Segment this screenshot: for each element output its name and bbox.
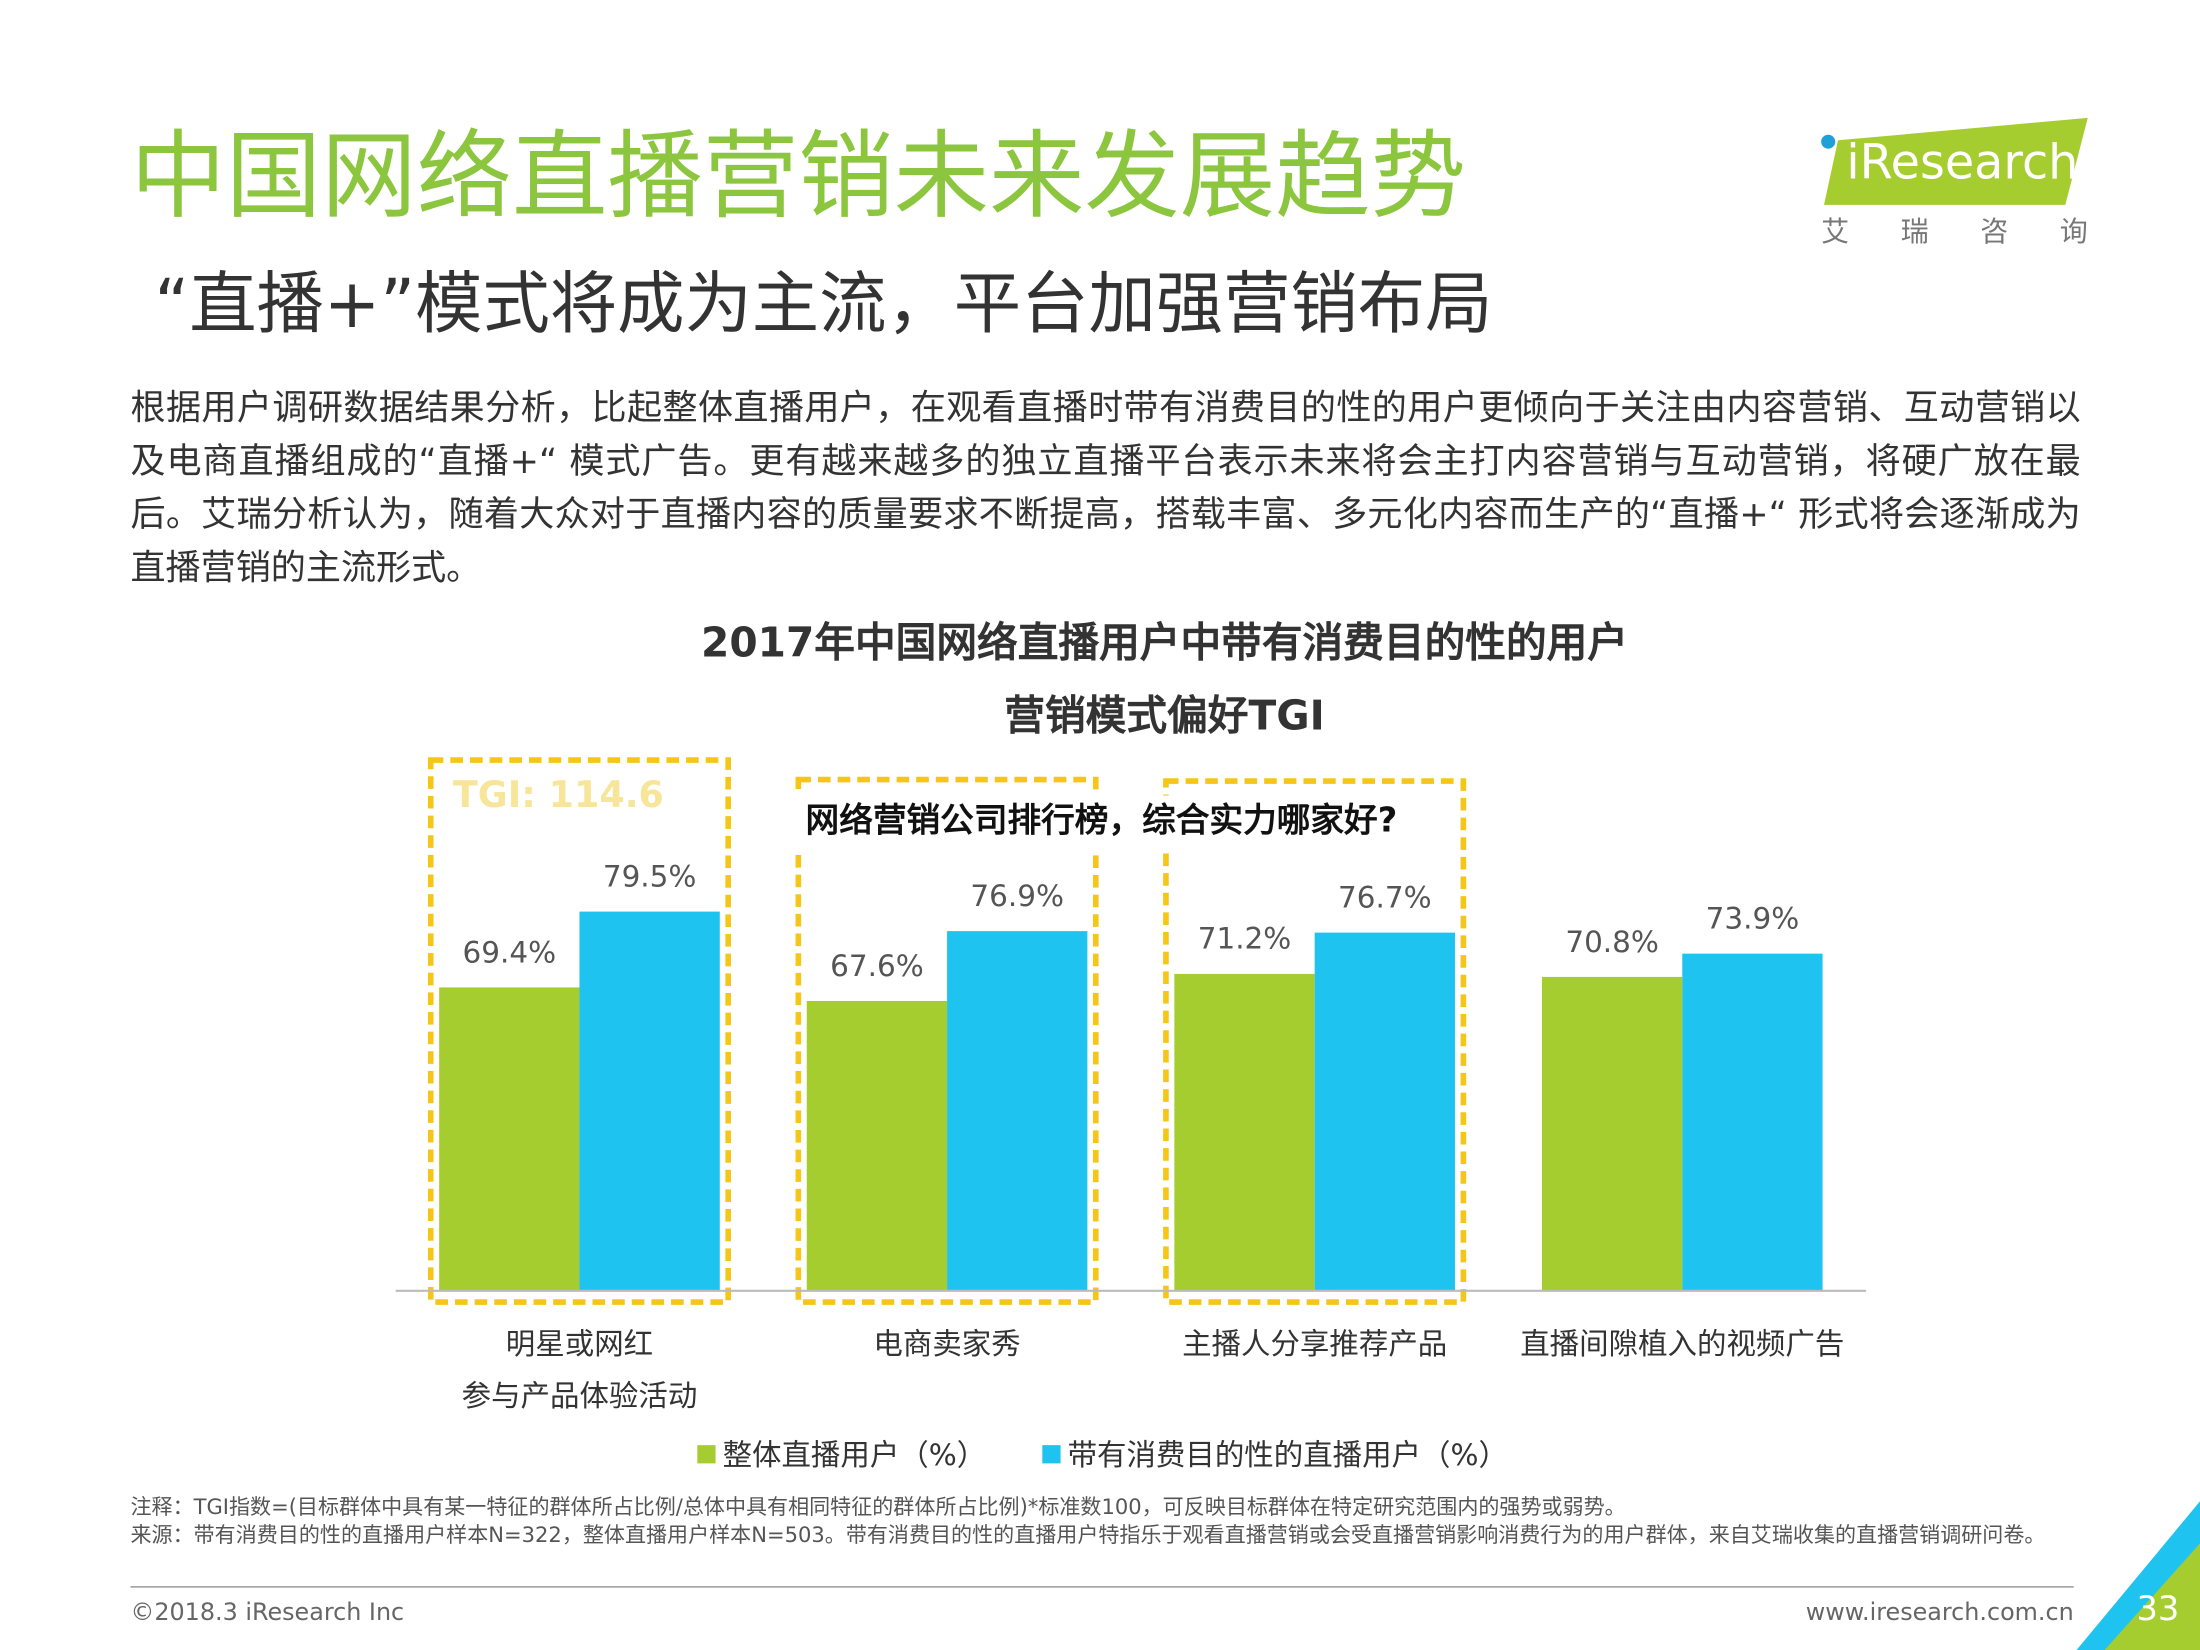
category-label: 电商卖家秀 [873, 1327, 1021, 1361]
legend-label: 带有消费目的性的直播用户（%） [1068, 1438, 1508, 1472]
chart: 69.4% 79.5% 明星或网红 参与产品体验活动 67.6% 76.9% 电商卖家秀 7… [395, 757, 1867, 1472]
highlight-box [427, 757, 731, 1305]
value-label: 79.5% [603, 859, 697, 893]
logo-shape [1823, 117, 2088, 205]
value-label: 70.8% [1565, 925, 1659, 959]
value-label: 69.4% [463, 935, 557, 969]
tgi-annotation: TGI: 114.6 [453, 773, 664, 816]
url: www.iresearch.com.cn [1806, 1598, 2074, 1626]
logo-dot [1821, 134, 1836, 149]
value-label: 76.7% [1338, 880, 1432, 914]
category-label: 直播间隙植入的视频广告 [1520, 1327, 1845, 1361]
value-label: 73.9% [1706, 901, 1800, 935]
body-box: 根据用户调研数据结果分析，比起整体直播用户，在观看直播时带有消费目的性的用户更倾… [130, 387, 2081, 588]
note: 来源：带有消费目的性的直播用户样本N=322，整体直播用户样本N=503。带有消… [130, 1522, 2046, 1548]
bar [1314, 932, 1455, 1291]
note: 注释：TGI指数=(目标群体中具有某一特征的群体所占比例/总体中具有相同特征的群… [130, 1494, 1626, 1520]
body-text: 根据用户调研数据结果分析，比起整体直播用户，在观看直播时带有消费目的性的用户更倾… [130, 387, 2081, 588]
bar [579, 911, 720, 1291]
value-label: 76.9% [970, 879, 1064, 913]
copyright: ©2018.3 iResearch Inc [130, 1598, 404, 1626]
overlay-text: 网络营销公司排行榜，综合实力哪家好? [806, 801, 1398, 840]
highlight-box [795, 776, 1099, 1305]
highlight-box [1163, 778, 1467, 1305]
notes: 注释：TGI指数=(目标群体中具有某一特征的群体所占比例/总体中具有相同特征的群… [130, 1493, 2094, 1549]
category-label-box: 主播人分享推荐产品 [1182, 1327, 1448, 1361]
category-label-box: 明星或网红 参与产品体验活动 [461, 1327, 698, 1413]
category-label: 主播人分享推荐产品 [1182, 1327, 1448, 1361]
bar [947, 931, 1088, 1291]
overlay-bg [764, 795, 1439, 849]
corner-green [2104, 1543, 2200, 1650]
category-label-box: 直播间隙植入的视频广告 [1520, 1327, 1845, 1361]
legend-swatch [697, 1445, 716, 1464]
bar [1174, 973, 1315, 1291]
bar [439, 987, 580, 1291]
subtitle: “直播+”模式将成为主流，平台加强营销布局 [154, 264, 1492, 343]
page-number: 33 [2136, 1589, 2179, 1628]
value-label: 67.6% [830, 949, 924, 983]
bar [806, 1000, 948, 1291]
value-label: 71.2% [1198, 922, 1292, 956]
notes-box: 注释：TGI指数=(目标群体中具有某一特征的群体所占比例/总体中具有相同特征的群… [130, 1493, 2094, 1549]
category-label-box: 电商卖家秀 [873, 1327, 1021, 1361]
title: 中国网络直播营销未来发展趋势 [130, 121, 1465, 232]
bar [1541, 976, 1683, 1291]
chart-title-box: 2017年中国网络直播用户中带有消费目的性的用户 营销模式偏好TGI [701, 618, 1629, 740]
legend-label: 整体直播用户（%） [723, 1438, 987, 1472]
chart-title: 2017年中国网络直播用户中带有消费目的性的用户 营销模式偏好TGI [701, 618, 1629, 740]
bar [1682, 953, 1823, 1291]
logo: iResearch [1846, 136, 2078, 191]
legend-swatch [1042, 1445, 1061, 1464]
category-label: 明星或网红 参与产品体验活动 [461, 1327, 698, 1413]
